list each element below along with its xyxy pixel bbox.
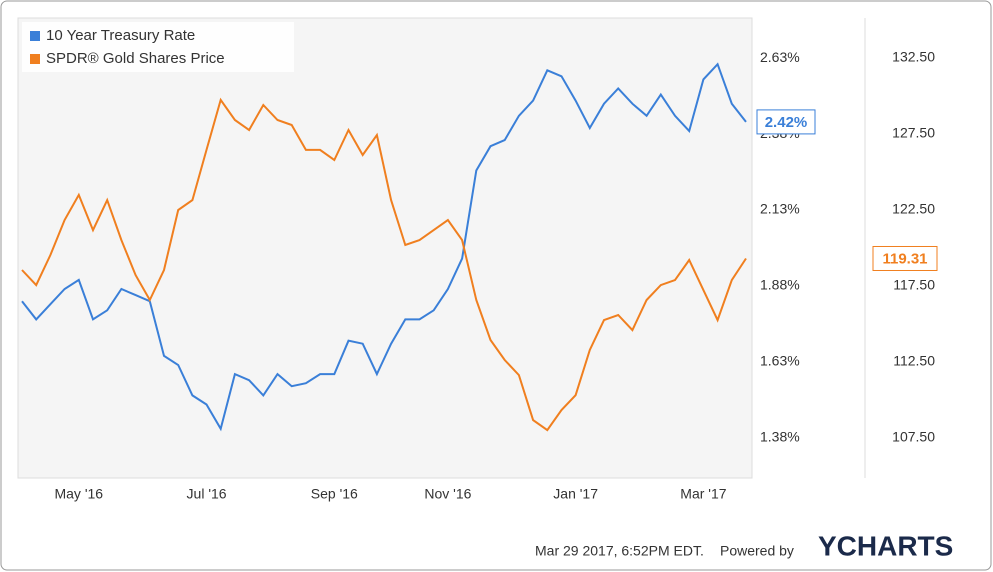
y-tick-label: 1.63% [760,353,800,369]
y-tick-label: 1.38% [760,429,800,445]
legend-swatch [30,31,40,41]
y-tick-label: 132.50 [892,49,935,65]
last-value-box [756,109,816,135]
plot-area [17,17,753,479]
footer-powered: Powered by [720,543,794,559]
x-tick-label: Jul '16 [187,486,227,502]
x-tick-label: May '16 [54,486,103,502]
y-tick-label: 117.50 [893,277,935,293]
line-series [21,62,747,432]
x-tick-label: Nov '16 [424,486,471,502]
brand-logo: YCHARTS [818,530,953,561]
legend-swatch [30,54,40,64]
legend-label: SPDR® Gold Shares Price [46,50,225,67]
legend-box [22,22,294,72]
y-tick-label: 107.50 [892,429,935,445]
x-tick-label: Mar '17 [680,486,726,502]
legend-label: 10 Year Treasury Rate [46,27,195,44]
last-value-label: 119.31 [882,250,927,267]
last-value-box [872,245,938,271]
x-tick-label: Sep '16 [311,486,358,502]
y-tick-label: 2.13% [760,201,800,217]
y-tick-label: 122.50 [892,201,935,217]
y-tick-label: 127.50 [892,125,935,141]
footer-timestamp: Mar 29 2017, 6:52PM EDT. [535,543,704,559]
x-tick-label: Jan '17 [553,486,598,502]
y-tick-label: 2.63% [760,49,800,65]
line-series [21,97,747,432]
last-value-label: 2.42% [765,114,808,131]
y-tick-label: 1.88% [760,277,800,293]
y-tick-label: 112.50 [893,353,935,369]
